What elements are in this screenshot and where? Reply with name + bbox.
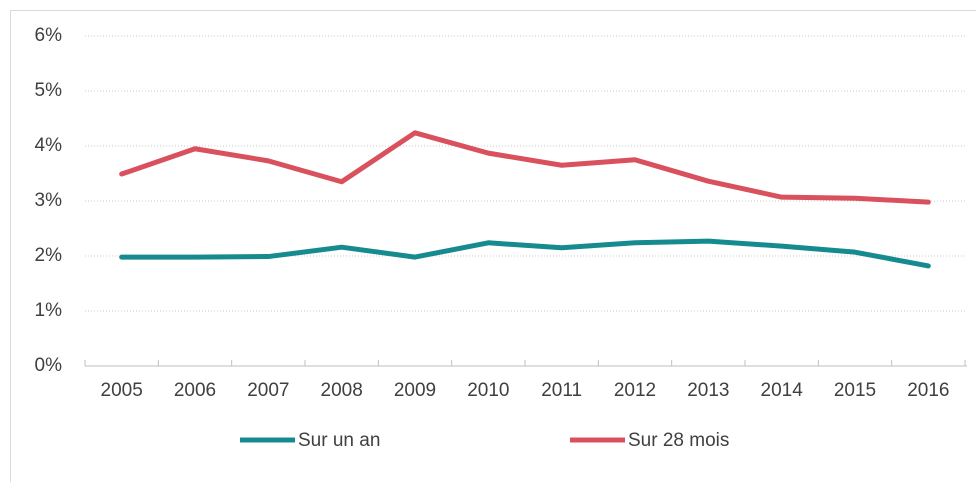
- x-tick-label: 2005: [101, 380, 143, 401]
- y-tick-label: 5%: [35, 80, 63, 101]
- x-tick-label: 2009: [394, 380, 436, 401]
- y-tick-label: 6%: [35, 25, 63, 46]
- legend-label: Sur un an: [298, 430, 380, 451]
- x-tick-label: 2016: [907, 380, 949, 401]
- y-tick-label: 1%: [35, 300, 63, 321]
- x-tick-label: 2013: [687, 380, 729, 401]
- x-tick-label: 2006: [174, 380, 216, 401]
- y-tick-label: 4%: [35, 135, 63, 156]
- x-tick-label: 2012: [614, 380, 656, 401]
- legend-label: Sur 28 mois: [628, 430, 729, 451]
- y-tick-label: 2%: [35, 245, 63, 266]
- x-tick-label: 2010: [467, 380, 509, 401]
- x-tick-label: 2011: [541, 380, 582, 401]
- x-tick-label: 2008: [321, 380, 363, 401]
- x-tick-label: 2007: [247, 380, 289, 401]
- y-tick-label: 0%: [35, 355, 63, 376]
- x-tick-label: 2014: [761, 380, 804, 401]
- series-line: [119, 130, 931, 205]
- x-tick-label: 2015: [834, 380, 876, 401]
- series-line: [119, 238, 931, 269]
- y-tick-label: 3%: [35, 190, 63, 211]
- chart-border: [10, 10, 976, 482]
